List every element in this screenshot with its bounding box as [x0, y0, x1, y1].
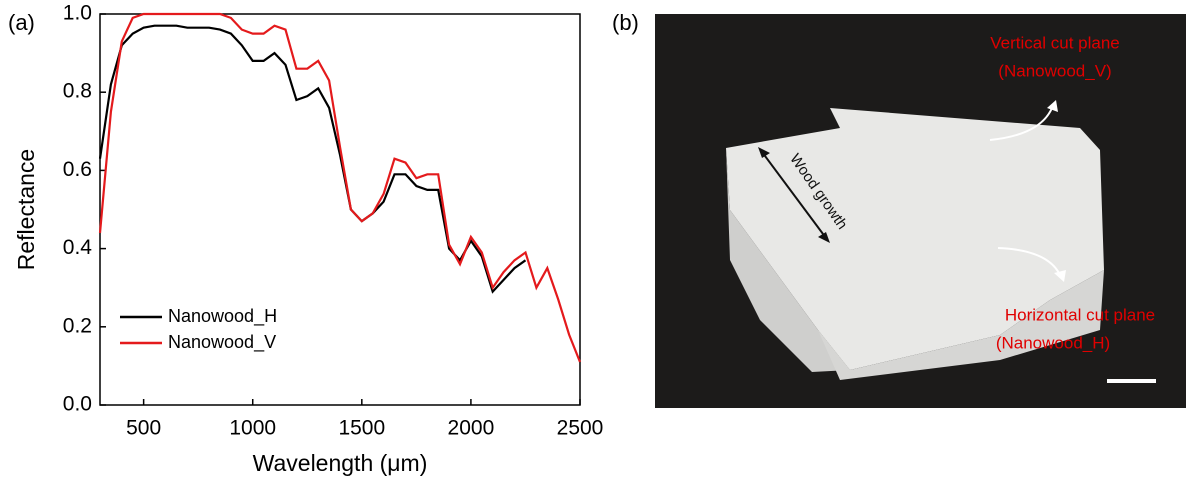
x-tick-label: 2000: [448, 417, 495, 440]
block-front: [818, 270, 1104, 380]
y-tick-label: 0.4: [63, 236, 93, 259]
legend-label: Nanowood_V: [168, 332, 276, 353]
plot-frame: [99, 13, 581, 406]
y-tick-label: 0.0: [63, 393, 92, 416]
block-top: [726, 108, 1104, 370]
x-tick-label: 2500: [557, 417, 604, 440]
x-tick-label: 1500: [338, 417, 385, 440]
x-tick-label: 500: [126, 417, 161, 440]
y-tick-label: 1.0: [63, 2, 92, 25]
panel-label: (b): [612, 10, 639, 35]
y-tick-label: 0.6: [63, 158, 92, 181]
panel-label: (a): [8, 10, 35, 35]
arrow: [989, 107, 1053, 141]
legend-label: Nanowood_H: [168, 306, 277, 327]
annotation: Vertical cut plane: [990, 33, 1119, 52]
annotation: Horizontal cut plane: [1005, 305, 1155, 324]
arrow-head: [1054, 270, 1066, 282]
growth-arrow: [761, 151, 827, 239]
annotation: (Nanowood_H): [996, 333, 1110, 352]
annotation: (Nanowood_V): [998, 61, 1111, 80]
x-tick-label: 1000: [229, 417, 276, 440]
arrow: [997, 247, 1061, 276]
y-axis-label: Reflectance: [13, 149, 39, 270]
arrow-head: [1047, 100, 1058, 112]
y-tick-label: 0.8: [63, 80, 92, 103]
data-line: [98, 12, 582, 363]
photo: Vertical cut plane (Nanowood_V) Wood gro…: [655, 14, 1186, 408]
y-tick-label: 0.2: [63, 314, 92, 337]
arrow-head: [818, 232, 830, 243]
x-axis-label: Wavelength (μm): [253, 450, 428, 476]
block-side: [726, 148, 850, 372]
arrow-head: [758, 147, 770, 158]
